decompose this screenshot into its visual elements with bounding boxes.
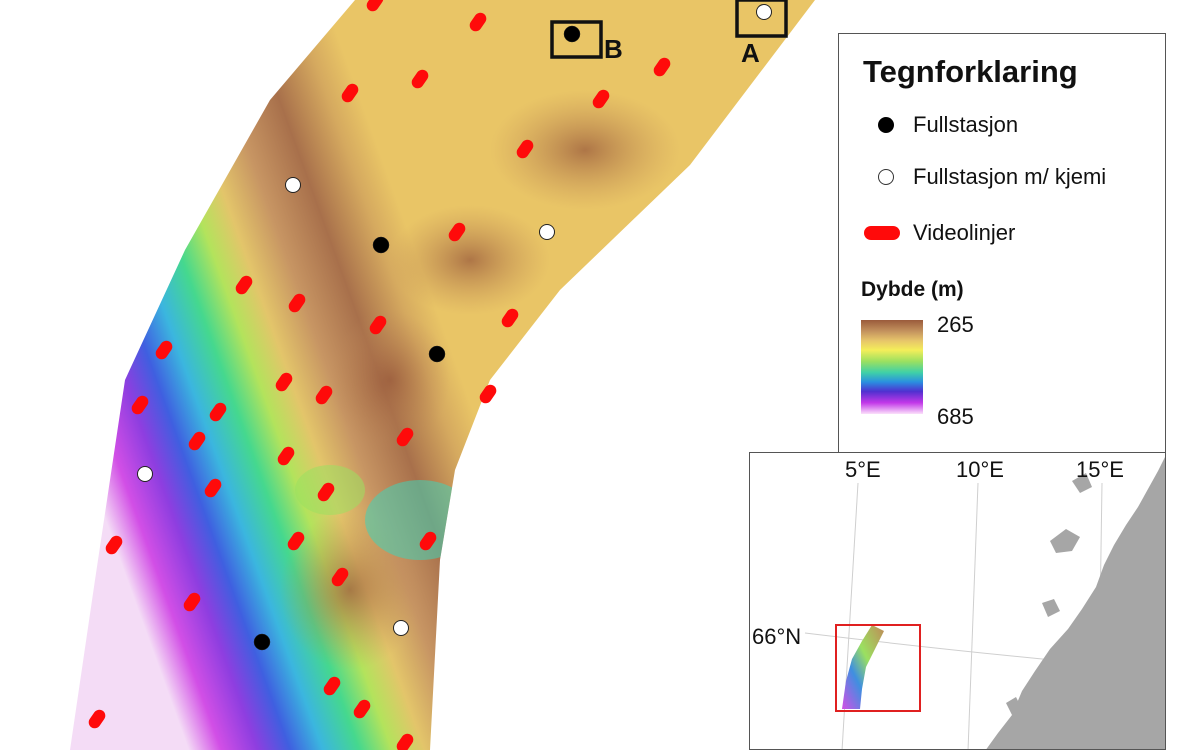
video-line — [479, 384, 497, 404]
video-line — [188, 431, 206, 451]
inset-map: 5°E 10°E 15°E 66°N — [749, 452, 1166, 750]
depth-color-bar — [861, 320, 923, 414]
lon-label-10e: 10°E — [956, 457, 1004, 482]
lon-label-15e: 15°E — [1076, 457, 1124, 482]
legend-item-video-lines: Videolinjer — [859, 218, 1015, 248]
legend-item-label: Fullstasjon m/ kjemi — [913, 164, 1107, 189]
depth-min-label: 265 — [937, 312, 974, 337]
video-line — [235, 275, 253, 295]
video-line — [341, 83, 359, 103]
full-station-marker — [428, 345, 446, 363]
red-line-icon — [864, 226, 900, 240]
chem-station-marker — [285, 177, 301, 193]
video-line — [501, 308, 519, 328]
legend-title: Tegnforklaring — [863, 54, 1078, 89]
study-area-box — [835, 624, 921, 712]
video-line — [419, 531, 437, 551]
depth-max-label: 685 — [937, 404, 974, 429]
graticule-5e — [841, 482, 859, 749]
depth-title: Dybde (m) — [861, 278, 964, 301]
video-line — [131, 395, 149, 415]
video-line — [204, 478, 222, 498]
video-line — [275, 372, 293, 392]
video-line — [592, 89, 610, 109]
video-line — [411, 69, 429, 89]
video-line — [155, 340, 173, 360]
chem-station-marker — [393, 620, 409, 636]
chem-station-marker — [539, 224, 555, 240]
island — [1006, 697, 1022, 715]
video-line — [183, 592, 201, 612]
box-b-label: B — [604, 34, 623, 64]
island — [1050, 529, 1080, 553]
video-line — [653, 57, 671, 77]
video-lines — [88, 0, 671, 750]
legend: Tegnforklaring Fullstasjon Fullstasjon m… — [838, 33, 1166, 455]
box-a-label: A — [741, 38, 760, 68]
legend-item-full-station: Fullstasjon — [859, 110, 1018, 140]
box-b — [550, 20, 603, 59]
chem-station-marker — [756, 4, 772, 20]
video-line — [353, 699, 371, 719]
legend-item-label: Videolinjer — [913, 220, 1016, 245]
video-line — [516, 139, 534, 159]
video-line — [323, 676, 341, 696]
survey-area-inset — [842, 625, 884, 709]
island — [1042, 599, 1060, 617]
chem-station-marker — [137, 466, 153, 482]
legend-item-label: Fullstasjon — [913, 112, 1019, 137]
video-line — [369, 315, 387, 335]
video-line — [88, 709, 106, 729]
stations — [137, 4, 772, 651]
box-a — [735, 0, 788, 38]
video-line — [209, 402, 227, 422]
inset-map-graphic — [804, 457, 1165, 749]
white-dot-icon — [878, 169, 894, 185]
island — [1072, 473, 1092, 493]
legend-item-chem-station: Fullstasjon m/ kjemi — [859, 162, 1106, 192]
video-line — [287, 531, 305, 551]
norway-coast — [986, 457, 1165, 749]
video-line — [331, 567, 349, 587]
video-line — [317, 482, 335, 502]
video-line — [315, 385, 333, 405]
full-station-marker — [253, 633, 271, 651]
video-line — [448, 222, 466, 242]
black-dot-icon — [878, 117, 894, 133]
video-line — [288, 293, 306, 313]
lat-label-66n: 66°N — [752, 624, 802, 649]
video-line — [396, 427, 414, 447]
full-station-marker — [563, 25, 581, 43]
graticule-10e — [967, 482, 979, 749]
video-line — [396, 733, 414, 750]
lon-label-5e: 5°E — [845, 457, 881, 482]
video-line — [105, 535, 123, 555]
video-line — [277, 446, 295, 466]
video-line — [366, 0, 384, 12]
full-station-marker — [372, 236, 390, 254]
video-line — [469, 12, 487, 32]
